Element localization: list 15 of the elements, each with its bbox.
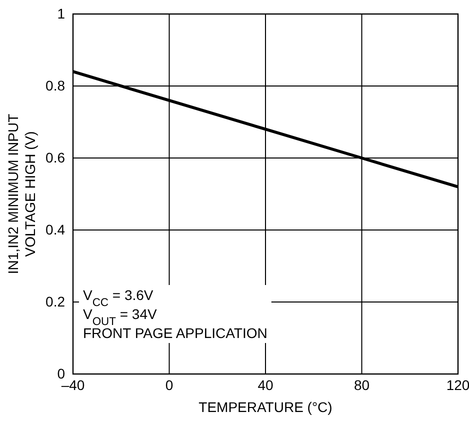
y-tick-label: 0.8 [46, 77, 66, 94]
x-tick-label: 120 [446, 376, 469, 393]
x-tick-label: 80 [354, 376, 370, 393]
annotation: FRONT PAGE APPLICATION [83, 325, 268, 341]
y-tick-label: 1 [57, 5, 66, 22]
y-axis-title: IN1,IN2 MINIMUM INPUT VOLTAGE HIGH (V) [5, 113, 38, 274]
x-tick-label: 40 [258, 376, 274, 393]
x-tick-label: 0 [165, 376, 174, 393]
y-tick-label: 0.4 [46, 221, 66, 238]
y-tick-label: 0 [57, 365, 66, 382]
y-tick-label: 0.2 [46, 293, 66, 310]
y-tick-label: 0.6 [46, 149, 66, 166]
x-axis-title: TEMPERATURE (°C) [198, 399, 332, 415]
annotation: V$_{CC}$ = 3.6V [83, 287, 154, 309]
annotation: V$_{OUT}$ = 34V [83, 306, 158, 328]
